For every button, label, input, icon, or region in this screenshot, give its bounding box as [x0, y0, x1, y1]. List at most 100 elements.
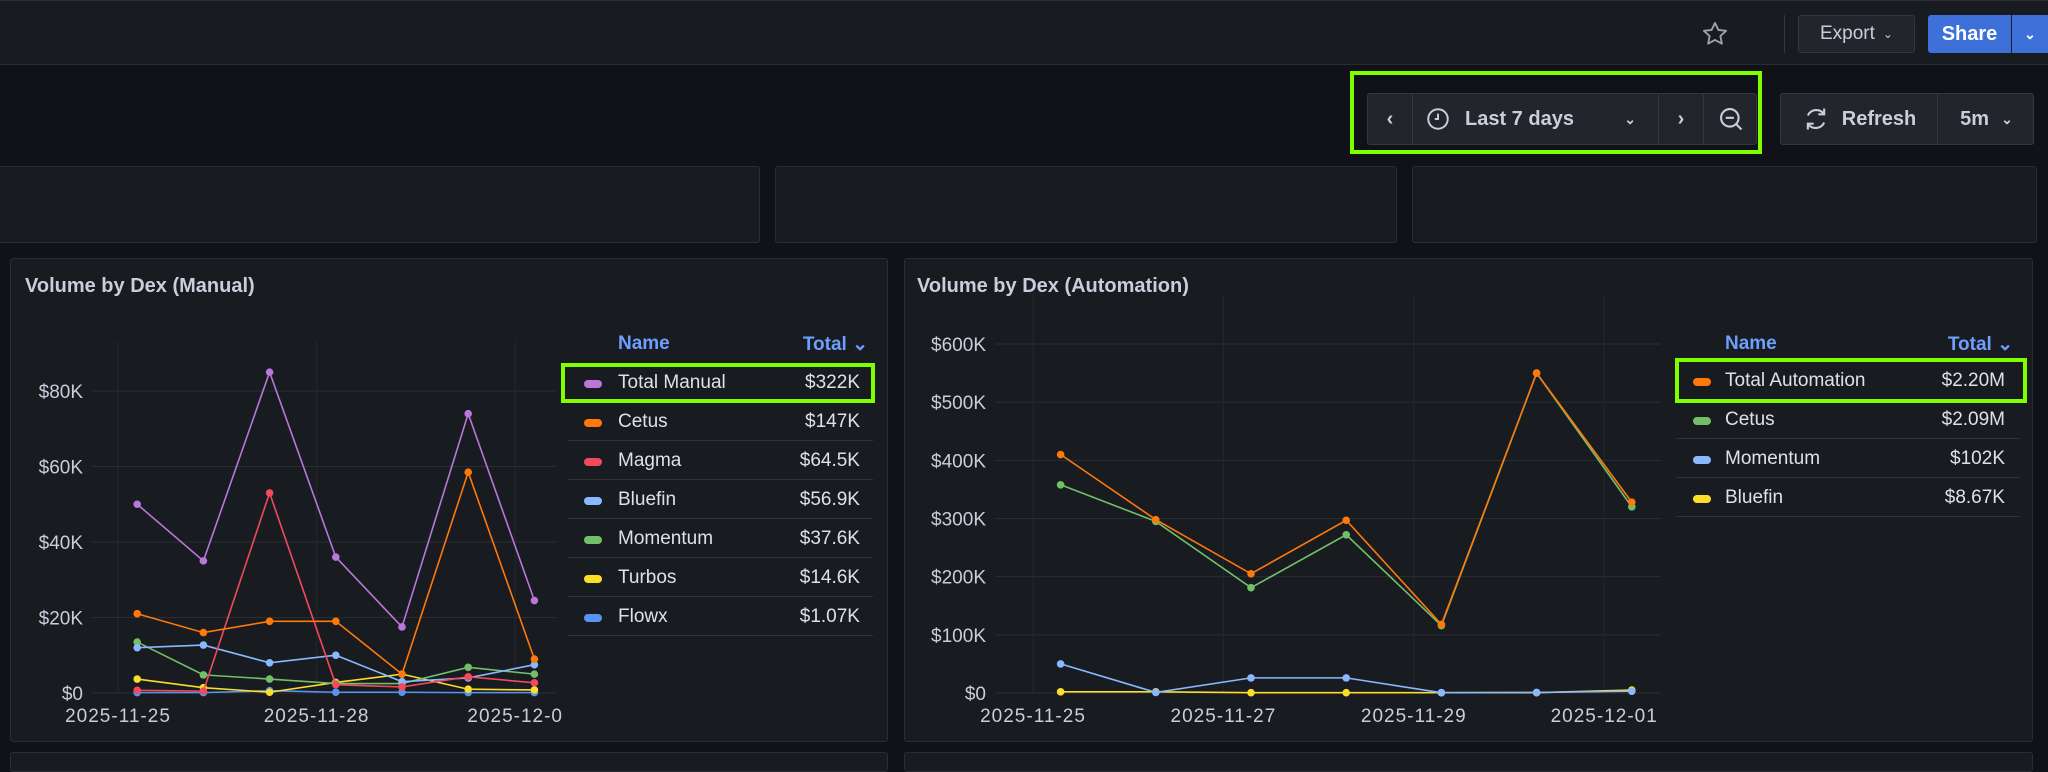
share-button[interactable]: Share: [1928, 15, 2011, 53]
legend-series-name: Bluefin: [618, 489, 677, 510]
data-point: [1056, 688, 1065, 696]
legend-series-total: $56.9K: [799, 489, 860, 510]
data-point: [133, 686, 141, 695]
data-point: [1437, 620, 1446, 629]
data-point: [265, 489, 274, 497]
data-point: [199, 671, 208, 679]
legend-item[interactable]: Cetus $147K: [568, 402, 873, 441]
time-range-picker[interactable]: ‹ Last 7 days ⌄ ›: [1367, 93, 1757, 145]
refresh-interval-value: 5m: [1960, 107, 1990, 130]
data-point: [464, 409, 472, 418]
y-tick-label: $80K: [39, 382, 84, 403]
chevron-right-icon: ›: [1677, 107, 1685, 130]
y-tick-label: $200K: [931, 568, 986, 589]
legend-series-name: Cetus: [1725, 409, 1775, 430]
chevron-down-icon: ⌄: [2001, 110, 2013, 127]
legend-item[interactable]: Momentum $37.6K: [568, 519, 873, 558]
time-range-label: Last 7 days: [1465, 107, 1574, 130]
refresh-label: Refresh: [1841, 107, 1917, 130]
legend-series-name: Flowx: [618, 606, 668, 627]
zoom-out-icon: [1720, 108, 1743, 131]
refresh-button[interactable]: Refresh: [1781, 94, 1938, 144]
star-icon[interactable]: [1701, 20, 1729, 48]
panel-volume-manual: Volume by Dex (Manual): [10, 258, 888, 742]
panel-title: Volume by Dex (Manual): [25, 275, 255, 297]
legend-item[interactable]: Momentum $102K: [1676, 439, 2020, 478]
top-navbar: Export ⌄ Share ⌄: [0, 0, 2048, 65]
data-point: [199, 557, 208, 565]
data-point: [199, 628, 208, 637]
legend-series-total: $8.67K: [1944, 487, 2005, 508]
legend-series-total: $2.20M: [1941, 370, 2005, 391]
time-back-button[interactable]: ‹: [1368, 94, 1413, 144]
legend-item[interactable]: Magma $64.5K: [568, 441, 873, 480]
legend-header-name[interactable]: Name: [618, 333, 670, 354]
legend-header-name[interactable]: Name: [1725, 333, 1777, 354]
zoom-out-button[interactable]: [1704, 94, 1758, 144]
data-point: [199, 687, 208, 695]
y-tick-label: $600K: [931, 335, 986, 356]
export-label: Export: [1820, 23, 1875, 44]
legend-header-total[interactable]: Total ⌄: [802, 334, 868, 355]
y-tick-label: $20K: [39, 609, 84, 630]
data-point: [398, 670, 406, 678]
data-point: [1056, 450, 1065, 459]
panel-volume-automation: Volume by Dex (Automation): [904, 258, 2033, 742]
legend-swatch: [584, 575, 602, 583]
time-forward-button[interactable]: ›: [1659, 94, 1704, 144]
time-range-button[interactable]: Last 7 days ⌄: [1413, 94, 1659, 144]
x-tick-label: 2025-12-01: [1551, 706, 1658, 727]
export-button[interactable]: Export ⌄: [1798, 15, 1915, 53]
highlight-box: [1350, 71, 1762, 154]
data-point: [265, 659, 274, 667]
data-point: [398, 688, 406, 697]
data-point: [1532, 688, 1541, 697]
x-tick-label: 2025-11-28: [264, 706, 370, 727]
chevron-down-icon: ⌄: [1882, 27, 1893, 41]
legend-item[interactable]: Bluefin $8.67K: [1676, 478, 2020, 517]
legend-swatch: [584, 419, 602, 427]
legend-series-name: Bluefin: [1725, 487, 1784, 508]
legend-series-total: $64.5K: [799, 450, 860, 471]
stat-panel: [1412, 166, 2037, 243]
data-point: [1247, 569, 1255, 578]
legend-series-name: Momentum: [618, 528, 714, 549]
legend-item[interactable]: Cetus $2.09M: [1676, 400, 2020, 439]
legend-series-name: Total Manual: [618, 372, 726, 393]
refresh-interval-select[interactable]: 5m ⌄: [1938, 94, 2035, 144]
y-tick-label: $60K: [39, 458, 84, 479]
data-point: [331, 617, 340, 626]
data-point: [398, 677, 406, 686]
data-point: [331, 680, 340, 689]
stat-panel: [775, 166, 1397, 243]
data-point: [133, 500, 141, 509]
legend-header-total[interactable]: Total ⌄: [1947, 334, 2013, 355]
refresh-icon: [1806, 108, 1825, 130]
chevron-down-icon: ⌄: [1624, 110, 1636, 127]
share-dropdown-button[interactable]: ⌄: [2012, 15, 2048, 53]
data-point: [464, 672, 472, 681]
data-point: [1342, 674, 1351, 682]
legend-item[interactable]: Bluefin $56.9K: [568, 480, 873, 519]
data-point: [1152, 515, 1160, 524]
data-point: [133, 638, 141, 646]
legend-series-name: Turbos: [618, 567, 677, 588]
legend-swatch: [584, 614, 602, 622]
data-point: [530, 679, 539, 687]
legend-series-total: $322K: [805, 372, 860, 393]
legend-series-total: $102K: [1950, 448, 2005, 469]
data-point: [398, 623, 406, 631]
data-point: [1152, 688, 1160, 697]
x-tick-label: 2025-11-25: [980, 706, 1086, 727]
legend-swatch: [1693, 417, 1711, 425]
data-point: [1532, 369, 1541, 377]
y-tick-label: $100K: [931, 626, 986, 647]
legend-series-total: $2.09M: [1941, 409, 2005, 430]
x-tick-label: 2025-11-29: [1361, 706, 1467, 727]
clock-icon: [1427, 108, 1449, 130]
legend-item[interactable]: Turbos $14.6K: [568, 558, 873, 597]
legend-item[interactable]: Flowx $1.07K: [568, 597, 873, 636]
legend-swatch: [1693, 378, 1711, 386]
